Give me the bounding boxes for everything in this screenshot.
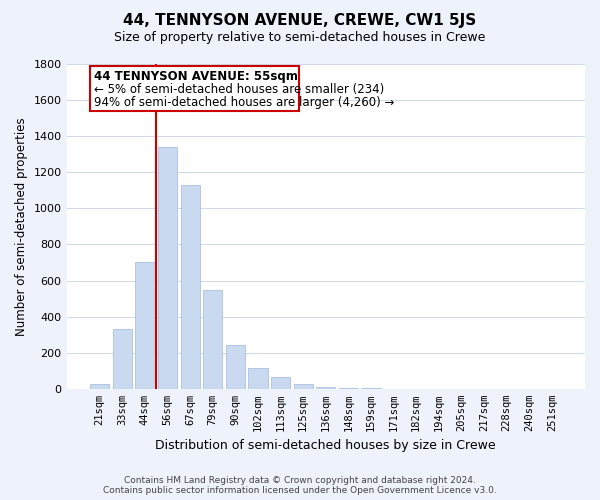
Bar <box>248 368 268 389</box>
FancyBboxPatch shape <box>89 66 299 111</box>
X-axis label: Distribution of semi-detached houses by size in Crewe: Distribution of semi-detached houses by … <box>155 440 496 452</box>
Bar <box>271 376 290 389</box>
Bar <box>90 384 109 389</box>
Text: Size of property relative to semi-detached houses in Crewe: Size of property relative to semi-detach… <box>115 31 485 44</box>
Bar <box>203 290 223 389</box>
Text: 94% of semi-detached houses are larger (4,260) →: 94% of semi-detached houses are larger (… <box>94 96 394 108</box>
Bar <box>226 344 245 389</box>
Bar <box>316 387 335 389</box>
Bar <box>181 185 200 389</box>
Bar <box>136 262 155 389</box>
Bar <box>339 388 358 389</box>
Text: ← 5% of semi-detached houses are smaller (234): ← 5% of semi-detached houses are smaller… <box>94 83 385 96</box>
Y-axis label: Number of semi-detached properties: Number of semi-detached properties <box>15 117 28 336</box>
Bar <box>113 330 132 389</box>
Text: Contains HM Land Registry data © Crown copyright and database right 2024.: Contains HM Land Registry data © Crown c… <box>124 476 476 485</box>
Text: 44, TENNYSON AVENUE, CREWE, CW1 5JS: 44, TENNYSON AVENUE, CREWE, CW1 5JS <box>124 12 476 28</box>
Text: 44 TENNYSON AVENUE: 55sqm: 44 TENNYSON AVENUE: 55sqm <box>94 70 298 84</box>
Bar <box>158 147 177 389</box>
Text: Contains public sector information licensed under the Open Government Licence v3: Contains public sector information licen… <box>103 486 497 495</box>
Bar <box>293 384 313 389</box>
